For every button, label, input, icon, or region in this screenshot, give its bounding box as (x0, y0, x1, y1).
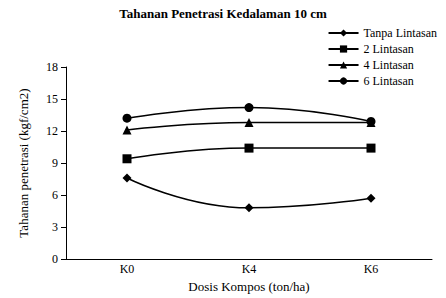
svg-text:6: 6 (52, 188, 58, 202)
svg-text:6 Lintasan: 6 Lintasan (364, 74, 414, 88)
svg-text:3: 3 (52, 220, 58, 234)
svg-text:Tahanan Penetrasi Kedalaman 10: Tahanan Penetrasi Kedalaman 10 cm (119, 6, 327, 21)
svg-text:4 Lintasan: 4 Lintasan (364, 58, 414, 72)
svg-text:12: 12 (46, 124, 58, 138)
svg-text:0: 0 (52, 252, 58, 266)
svg-text:Tahanan penetrasi (kgf/cm2): Tahanan penetrasi (kgf/cm2) (16, 88, 31, 237)
svg-text:K6: K6 (364, 262, 379, 276)
svg-text:9: 9 (52, 156, 58, 170)
svg-text:Dosis Kompos (ton/ha): Dosis Kompos (ton/ha) (188, 279, 309, 294)
svg-text:18: 18 (46, 60, 58, 74)
svg-text:K0: K0 (120, 262, 135, 276)
svg-text:2 Lintasan: 2 Lintasan (364, 42, 414, 56)
svg-text:K4: K4 (242, 262, 257, 276)
svg-text:15: 15 (46, 92, 58, 106)
svg-text:Tanpa Lintasan: Tanpa Lintasan (364, 26, 437, 40)
